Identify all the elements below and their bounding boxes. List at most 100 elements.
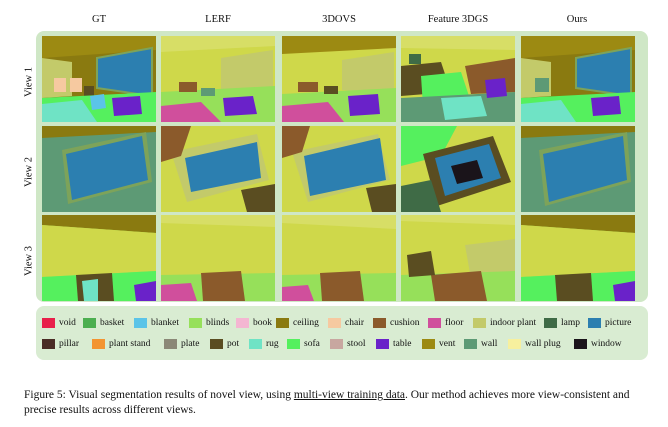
legend-item-pot: pot xyxy=(210,337,239,351)
legend-swatch xyxy=(210,339,223,349)
column-header-lerf: LERF xyxy=(205,14,231,25)
segmentation-image-ours-view-1 xyxy=(521,36,635,122)
legend-label: sofa xyxy=(304,339,320,349)
legend-item-basket: basket xyxy=(83,316,124,330)
legend-swatch xyxy=(42,339,55,349)
legend-item-void: void xyxy=(42,316,76,330)
legend-item-indoor-plant: indoor plant xyxy=(473,316,536,330)
legend-label: book xyxy=(253,318,272,328)
legend-item-pillar: pillar xyxy=(42,337,79,351)
caption-suffix: . Our method achieves more view-consiste… xyxy=(24,389,630,416)
segmentation-image-gt-view-3 xyxy=(42,215,156,301)
legend-swatch xyxy=(330,339,343,349)
legend-label: lamp xyxy=(561,318,580,328)
legend-item-chair: chair xyxy=(328,316,364,330)
legend-label: picture xyxy=(605,318,632,328)
legend-label: cushion xyxy=(390,318,420,328)
legend-item-floor: floor xyxy=(428,316,463,330)
legend-label: void xyxy=(59,318,76,328)
legend-swatch xyxy=(428,318,441,328)
column-header-ours: Ours xyxy=(566,14,588,25)
segmentation-image-feature-3dgs-view-2 xyxy=(401,126,515,212)
legend-label: blanket xyxy=(151,318,179,328)
legend-label: plant stand xyxy=(109,339,151,349)
legend-label: ceiling xyxy=(293,318,319,328)
caption-prefix: Figure 5: Visual segmentation results of… xyxy=(24,389,294,401)
legend-swatch xyxy=(544,318,557,328)
segmentation-image-feature-3dgs-view-1 xyxy=(401,36,515,122)
segmentation-image-feature-3dgs-view-3 xyxy=(401,215,515,301)
legend-swatch xyxy=(422,339,435,349)
legend-label: window xyxy=(591,339,622,349)
legend-label: vent xyxy=(439,339,456,349)
segmentation-image-3dovs-view-2 xyxy=(282,126,396,212)
legend-item-cushion: cushion xyxy=(373,316,420,330)
legend-label: wall plug xyxy=(525,339,561,349)
legend-item-plant-stand: plant stand xyxy=(92,337,150,351)
legend-swatch xyxy=(508,339,521,349)
legend-label: wall xyxy=(481,339,498,349)
segmentation-image-ours-view-3 xyxy=(521,215,635,301)
caption-underlined: multi-view training data xyxy=(293,389,405,401)
segmentation-image-lerf-view-1 xyxy=(161,36,275,122)
segmentation-image-gt-view-1 xyxy=(42,36,156,122)
legend-label: table xyxy=(393,339,412,349)
column-header-feature-3dgs: Feature 3DGS xyxy=(427,14,489,25)
legend-item-blanket: blanket xyxy=(134,316,179,330)
segmentation-image-lerf-view-3 xyxy=(161,215,275,301)
column-headers: GT LERF 3DOVS Feature 3DGS Ours xyxy=(42,13,642,31)
legend-label: floor xyxy=(445,318,464,328)
legend-swatch xyxy=(376,339,389,349)
legend-swatch xyxy=(189,318,202,328)
row-label-view-2: View 2 xyxy=(23,157,35,187)
legend-swatch xyxy=(83,318,96,328)
legend-swatch xyxy=(287,339,300,349)
legend-swatch xyxy=(588,318,601,328)
legend-swatch xyxy=(574,339,587,349)
segmentation-image-lerf-view-2 xyxy=(161,126,275,212)
segmentation-image-ours-view-2 xyxy=(521,126,635,212)
legend-swatch xyxy=(276,318,289,328)
legend-label: blinds xyxy=(206,318,230,328)
legend-swatch xyxy=(249,339,262,349)
legend-item-lamp: lamp xyxy=(544,316,580,330)
legend-item-sofa: sofa xyxy=(287,337,320,351)
legend-swatch xyxy=(164,339,177,349)
legend-label: pillar xyxy=(59,339,80,349)
legend-label: indoor plant xyxy=(490,318,537,328)
legend-swatch xyxy=(464,339,477,349)
legend-swatch xyxy=(328,318,341,328)
legend-label: stool xyxy=(347,339,366,349)
legend-panel: void basket blanket blinds book ceiling … xyxy=(36,306,648,360)
column-header-gt: GT xyxy=(92,14,106,25)
segmentation-image-3dovs-view-3 xyxy=(282,215,396,301)
row-label-view-3: View 3 xyxy=(23,246,35,276)
figure-caption: Figure 5: Visual segmentation results of… xyxy=(24,388,654,418)
legend-item-blinds: blinds xyxy=(189,316,229,330)
legend-item-table: table xyxy=(376,337,411,351)
legend-item-window: window xyxy=(574,337,622,351)
legend-item-rug: rug xyxy=(249,337,279,351)
legend-item-plate: plate xyxy=(164,337,199,351)
legend-item-picture: picture xyxy=(588,316,631,330)
segmentation-image-gt-view-2 xyxy=(42,126,156,212)
legend-item-book: book xyxy=(236,316,272,330)
legend-item-ceiling: ceiling xyxy=(276,316,319,330)
legend-swatch xyxy=(42,318,55,328)
legend-label: plate xyxy=(181,339,200,349)
column-header-3dovs: 3DOVS xyxy=(322,14,356,25)
legend-item-wall: wall xyxy=(464,337,497,351)
legend-item-wall-plug: wall plug xyxy=(508,337,561,351)
legend-swatch xyxy=(473,318,486,328)
legend-item-stool: stool xyxy=(330,337,365,351)
legend-swatch xyxy=(236,318,249,328)
row-label-view-1: View 1 xyxy=(23,67,35,97)
legend-swatch xyxy=(92,339,105,349)
legend-swatch xyxy=(373,318,386,328)
legend-swatch xyxy=(134,318,147,328)
legend-label: chair xyxy=(345,318,364,328)
legend-label: rug xyxy=(266,339,279,349)
segmentation-image-3dovs-view-1 xyxy=(282,36,396,122)
legend-item-vent: vent xyxy=(422,337,455,351)
legend-label: basket xyxy=(100,318,125,328)
